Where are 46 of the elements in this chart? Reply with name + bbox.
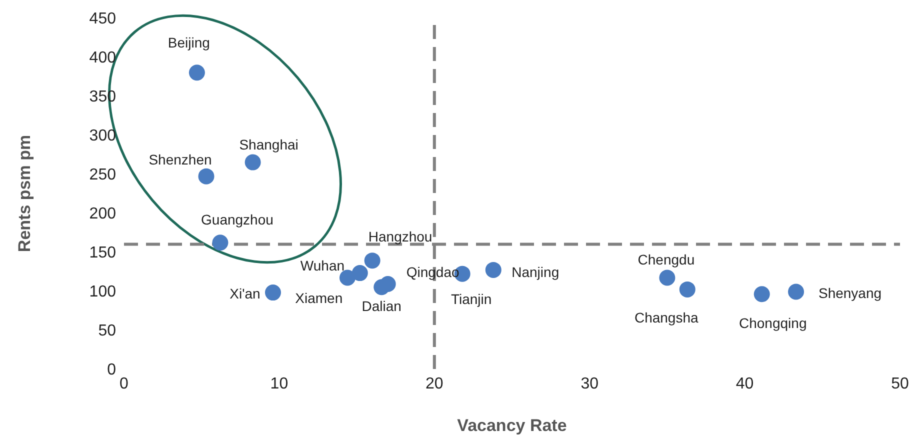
x-tick-label: 40 xyxy=(736,375,754,392)
annotation: Wuhan xyxy=(300,258,345,274)
annotation: Shanghai xyxy=(239,136,298,152)
y-tick-label: 300 xyxy=(89,128,116,145)
y-tick-label: 250 xyxy=(89,166,116,184)
point xyxy=(212,234,228,251)
y-tick-label: 150 xyxy=(89,244,116,262)
point xyxy=(788,284,804,300)
point xyxy=(198,168,214,184)
y-tick-label: 400 xyxy=(89,50,116,67)
y-tick-label: 0 xyxy=(107,362,116,379)
annotation: Guangzhou xyxy=(201,212,274,228)
x-tick-label: 10 xyxy=(270,375,288,392)
y-tick-label: 100 xyxy=(89,284,116,301)
x-axis-title: Vacancy Rate xyxy=(457,416,567,435)
point xyxy=(754,286,770,302)
annotation: Xi'an xyxy=(230,286,260,302)
x-tick-label: 20 xyxy=(426,375,444,392)
point xyxy=(352,265,368,282)
point xyxy=(659,270,676,286)
point xyxy=(188,64,205,81)
y-axis-title: Rents psm pm xyxy=(15,134,34,252)
annotation: Chengdu xyxy=(638,252,695,268)
x-tick-label: 30 xyxy=(580,375,599,392)
annotation: Shenyang xyxy=(818,284,882,301)
y-tick-label: 50 xyxy=(98,322,116,340)
x-tick-label: 50 xyxy=(891,375,909,392)
annotation: Beijing xyxy=(168,34,210,51)
annotation: Xiamen xyxy=(295,290,343,306)
point xyxy=(264,284,281,301)
annotation: Shenzhen xyxy=(148,151,212,168)
point xyxy=(339,270,356,286)
point xyxy=(485,262,502,278)
point xyxy=(244,154,261,170)
point xyxy=(380,276,396,292)
point xyxy=(364,252,380,269)
annotation: Changsha xyxy=(634,309,699,326)
x-tick-label: 0 xyxy=(120,375,129,392)
annotation: Nanjing xyxy=(512,264,560,280)
annotation: Dalian xyxy=(362,298,402,314)
annotation: Tianjin xyxy=(450,290,492,307)
y-tick-label: 450 xyxy=(89,10,116,28)
y-tick-label: 200 xyxy=(89,206,116,223)
annotation: Chongqing xyxy=(739,315,807,332)
point xyxy=(679,281,696,298)
annotation: Hangzhou xyxy=(368,228,432,245)
